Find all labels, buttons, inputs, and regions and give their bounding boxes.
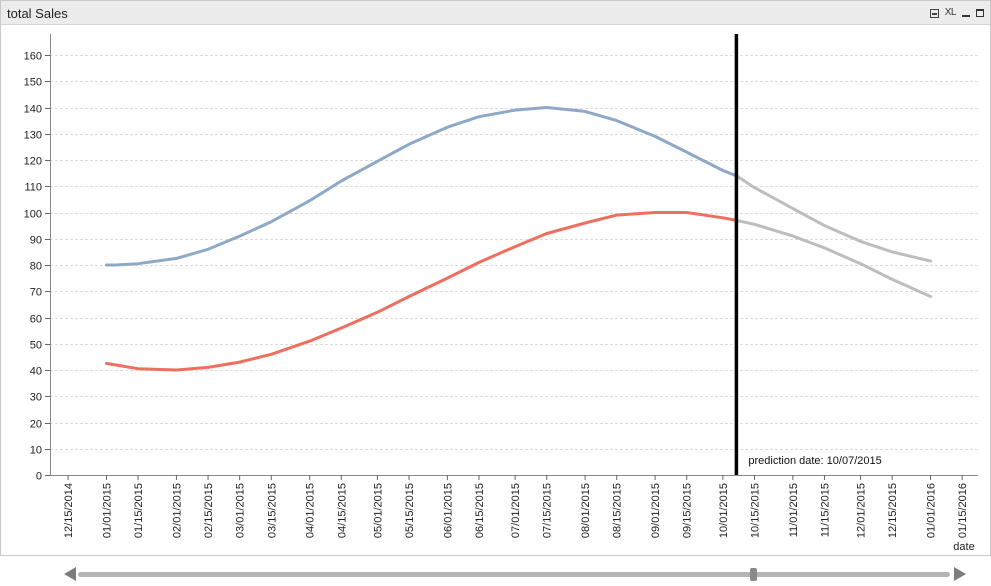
y-tick-label: 70 [30, 287, 42, 299]
x-tick-label: 07/15/2015 [542, 483, 554, 538]
x-tick-label: 04/01/2015 [305, 483, 317, 538]
x-tick-label: 10/01/2015 [718, 483, 730, 538]
scrollbar-track[interactable] [78, 572, 950, 577]
scroll-right-arrow-icon[interactable] [954, 567, 966, 581]
y-tick-label: 140 [24, 104, 42, 116]
x-tick-label: 09/01/2015 [650, 483, 662, 538]
y-tick-label: 90 [30, 235, 42, 247]
axes: 0 10 20 30 40 50 60 70 80 90 100 110 120 130 140 150 160… [24, 34, 978, 538]
y-tick-label: 20 [30, 419, 42, 431]
x-tick-label: 03/01/2015 [235, 483, 247, 538]
x-tick-label: 06/01/2015 [442, 483, 454, 538]
chart-title: total Sales [7, 6, 68, 21]
prediction-marker: prediction date: 10/07/2015 [734, 34, 882, 475]
prediction-label: prediction date: 10/07/2015 [748, 455, 881, 467]
x-tick-label: 01/15/2015 [133, 483, 145, 538]
y-tick-label: 120 [24, 156, 42, 168]
x-tick-label: 01/01/2016 [926, 483, 938, 538]
line-chart: 0 10 20 30 40 50 60 70 80 90 100 110 120 130 140 150 160… [24, 34, 978, 553]
x-tick-label: 05/15/2015 [404, 483, 416, 538]
title-bar: total Sales XL [1, 1, 990, 25]
series-line [734, 174, 933, 263]
x-tick-label: 05/01/2015 [372, 483, 384, 538]
x-tick-label: 12/15/2014 [63, 483, 75, 538]
y-tick-label: 50 [30, 340, 42, 352]
scrollbar-thumb[interactable] [750, 568, 758, 581]
series-line [104, 106, 738, 267]
x-tick-label: 02/15/2015 [203, 483, 215, 538]
title-bar-icons: XL [929, 6, 984, 20]
horizontal-scrollbar[interactable] [62, 566, 968, 584]
x-tick-label: 01/15/2016 [957, 483, 969, 538]
x-tick-label: 12/15/2015 [887, 483, 899, 538]
x-tick-label: 01/01/2015 [101, 483, 113, 538]
series-line [734, 218, 933, 298]
y-tick-label: 40 [30, 366, 42, 378]
y-tick-label: 80 [30, 261, 42, 273]
y-tick-label: 160 [24, 51, 42, 63]
y-tick-label: 60 [30, 314, 42, 326]
x-tick-label: 08/01/2015 [580, 483, 592, 538]
grid-lines [50, 55, 978, 450]
x-tick-label: 08/15/2015 [612, 483, 624, 538]
x-tick-label: 11/01/2015 [788, 483, 800, 537]
x-tick-label: 03/15/2015 [266, 483, 278, 538]
x-tick-label: 04/15/2015 [336, 483, 348, 538]
x-axis-label: date [953, 541, 974, 553]
x-tick-label: 06/15/2015 [474, 483, 486, 538]
y-tick-label: 100 [24, 209, 42, 221]
scroll-left-arrow-icon[interactable] [64, 567, 76, 581]
xl-export-icon[interactable]: XL [944, 7, 957, 18]
x-tick-label: 12/01/2015 [856, 483, 868, 538]
y-tick-label: 30 [30, 392, 42, 404]
y-tick-label: 10 [30, 445, 42, 457]
print-icon[interactable] [929, 8, 939, 18]
y-tick-label: 0 [36, 471, 42, 483]
x-tick-label: 07/01/2015 [510, 483, 522, 538]
maximize-icon[interactable] [976, 9, 984, 17]
y-tick-label: 130 [24, 130, 42, 142]
y-tick-label: 110 [24, 182, 42, 194]
y-tick-label: 150 [24, 77, 42, 89]
x-tick-label: 09/15/2015 [682, 483, 694, 538]
chart-panel: total Sales XL [0, 0, 991, 556]
series-lines [104, 106, 933, 372]
series-line [104, 211, 738, 372]
x-tick-label: 02/01/2015 [171, 483, 183, 538]
x-tick-label: 10/15/2015 [749, 483, 761, 538]
x-tick-label: 11/15/2015 [819, 483, 831, 537]
minimize-icon[interactable] [962, 15, 970, 17]
